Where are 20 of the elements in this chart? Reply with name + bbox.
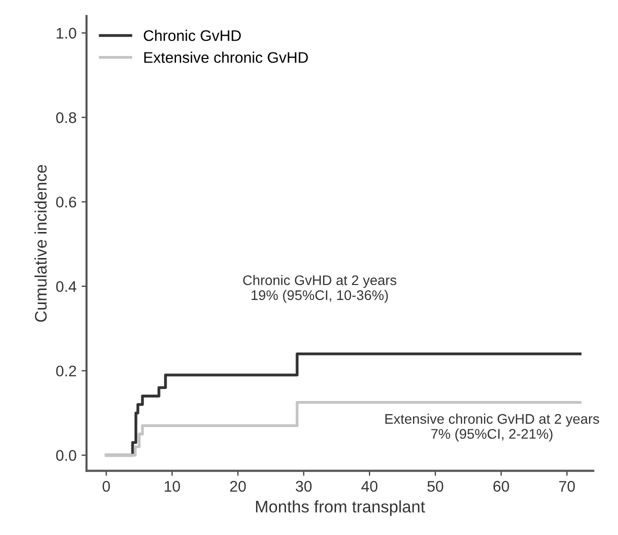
- x-tick-label: 0: [102, 480, 110, 492]
- x-tick-label: 70: [559, 480, 575, 492]
- x-tick-label: 50: [427, 480, 444, 492]
- y-axis-title: Cumulative incidence: [34, 164, 47, 322]
- y-tick-label: 1.0: [56, 28, 76, 39]
- legend-label: Extensive chronic GvHD: [144, 52, 308, 63]
- x-tick-label: 20: [230, 480, 246, 492]
- x-axis-title: Months from transplant: [256, 500, 426, 516]
- x-tick-label: 40: [361, 480, 378, 492]
- x-tick-label: 10: [164, 480, 180, 492]
- legend-label: Chronic GvHD: [144, 30, 241, 42]
- annotation: Chronic GvHD at 2 years 19% (95%CI, 10-36%): [243, 274, 396, 303]
- x-tick-label: 30: [296, 480, 312, 492]
- y-tick-label: 0.8: [56, 112, 76, 124]
- y-tick-label: 0.4: [56, 281, 76, 292]
- y-tick-label: 0.0: [56, 450, 76, 461]
- x-tick-label: 60: [493, 480, 510, 492]
- y-tick-label: 0.2: [56, 366, 76, 376]
- y-tick-label: 0.6: [56, 196, 76, 208]
- annotation: Extensive chronic GvHD at 2 years 7% (95%CI, 2-21%): [385, 414, 600, 442]
